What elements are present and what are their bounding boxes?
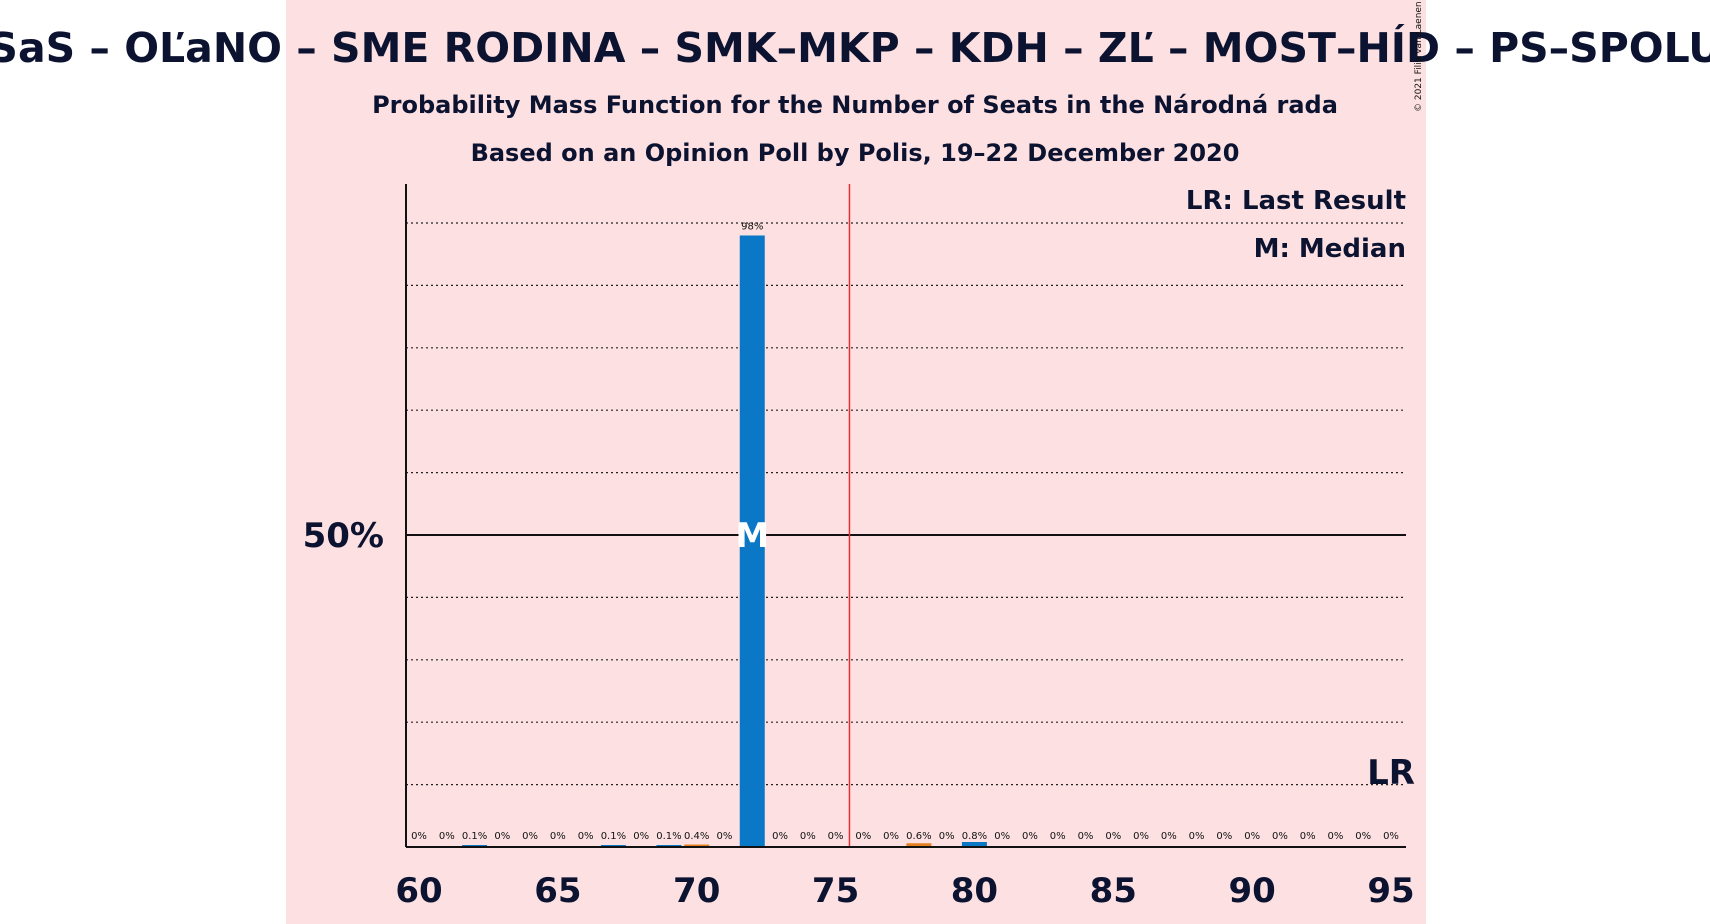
bar-label-seat-78: 0.6%: [906, 831, 931, 842]
x-tick-75: 75: [812, 871, 859, 911]
bar-label-seat-88: 0%: [1189, 831, 1205, 842]
bar-label-seat-73: 0%: [772, 831, 788, 842]
bar-label-seat-72: 98%: [741, 221, 763, 232]
bar-label-seat-63: 0%: [494, 831, 510, 842]
bar-label-seat-91: 0%: [1272, 831, 1288, 842]
x-ticks-group: 60 65 70 75 80 85 90 95: [395, 871, 1414, 911]
bar-label-seat-90: 0%: [1244, 831, 1260, 842]
bar-label-seat-74: 0%: [800, 831, 816, 842]
bar-label-seat-87: 0%: [1161, 831, 1177, 842]
bar-label-seat-80: 0.8%: [962, 831, 987, 842]
bar-label-seat-92: 0%: [1300, 831, 1316, 842]
bar-label-seat-61: 0%: [439, 831, 455, 842]
legend-median: M: Median: [1254, 234, 1406, 264]
bar-seat-72: [739, 235, 765, 848]
bar-label-seat-65: 0%: [550, 831, 566, 842]
bar-label-seat-62: 0.1%: [462, 831, 487, 842]
bar-label-seat-83: 0%: [1050, 831, 1066, 842]
bar-label-seat-82: 0%: [1022, 831, 1038, 842]
bar-label-seat-71: 0%: [717, 831, 733, 842]
bar-seat-70: [684, 844, 710, 847]
bar-label-seat-77: 0%: [883, 831, 899, 842]
bar-seat-80: [961, 842, 987, 847]
bar-label-seat-66: 0%: [578, 831, 594, 842]
bar-label-seat-89: 0%: [1216, 831, 1232, 842]
chart-title: SaS – OĽaNO – SME RODINA – SMK–MKP – KDH…: [0, 24, 1710, 72]
bar-seat-78: [906, 843, 932, 847]
x-tick-65: 65: [534, 871, 581, 911]
median-marker: M: [735, 516, 769, 556]
x-tick-90: 90: [1228, 871, 1275, 911]
bar-label-seat-60: 0%: [411, 831, 427, 842]
bars-group: [462, 235, 987, 848]
bar-label-seat-67: 0.1%: [601, 831, 626, 842]
copyright-text: © 2021 Filip van Laenen: [1414, 1, 1424, 112]
bar-label-seat-79: 0%: [939, 831, 955, 842]
bar-label-seat-94: 0%: [1355, 831, 1371, 842]
bar-label-seat-68: 0%: [633, 831, 649, 842]
bar-label-seat-93: 0%: [1328, 831, 1344, 842]
bar-label-seat-95: 0%: [1383, 831, 1399, 842]
x-tick-85: 85: [1090, 871, 1137, 911]
x-tick-95: 95: [1367, 871, 1414, 911]
last-result-marker: LR: [1367, 753, 1415, 793]
legend-last-result: LR: Last Result: [1186, 186, 1406, 216]
bar-label-seat-81: 0%: [994, 831, 1010, 842]
x-tick-80: 80: [951, 871, 998, 911]
bar-labels-group: 0% 0% 0.1% 0% 0% 0% 0% 0.1% 0% 0.1% 0.4% 0%98%0% 0% 0…: [411, 221, 1399, 842]
y-tick-50: 50%: [303, 516, 384, 556]
bar-label-seat-64: 0%: [522, 831, 538, 842]
x-tick-60: 60: [395, 871, 442, 911]
chart-subtitle-2: Based on an Opinion Poll by Polis, 19–22…: [471, 139, 1240, 167]
bar-label-seat-85: 0%: [1105, 831, 1121, 842]
chart-subtitle-1: Probability Mass Function for the Number…: [372, 91, 1338, 119]
gridlines: [406, 222, 1406, 786]
bar-label-seat-84: 0%: [1078, 831, 1094, 842]
bar-label-seat-86: 0%: [1133, 831, 1149, 842]
bar-label-seat-69: 0.1%: [656, 831, 681, 842]
bar-label-seat-75: 0%: [828, 831, 844, 842]
bar-label-seat-70: 0.4%: [684, 831, 709, 842]
x-tick-70: 70: [673, 871, 720, 911]
bar-label-seat-76: 0%: [855, 831, 871, 842]
chart-background-band: [286, 0, 1426, 924]
